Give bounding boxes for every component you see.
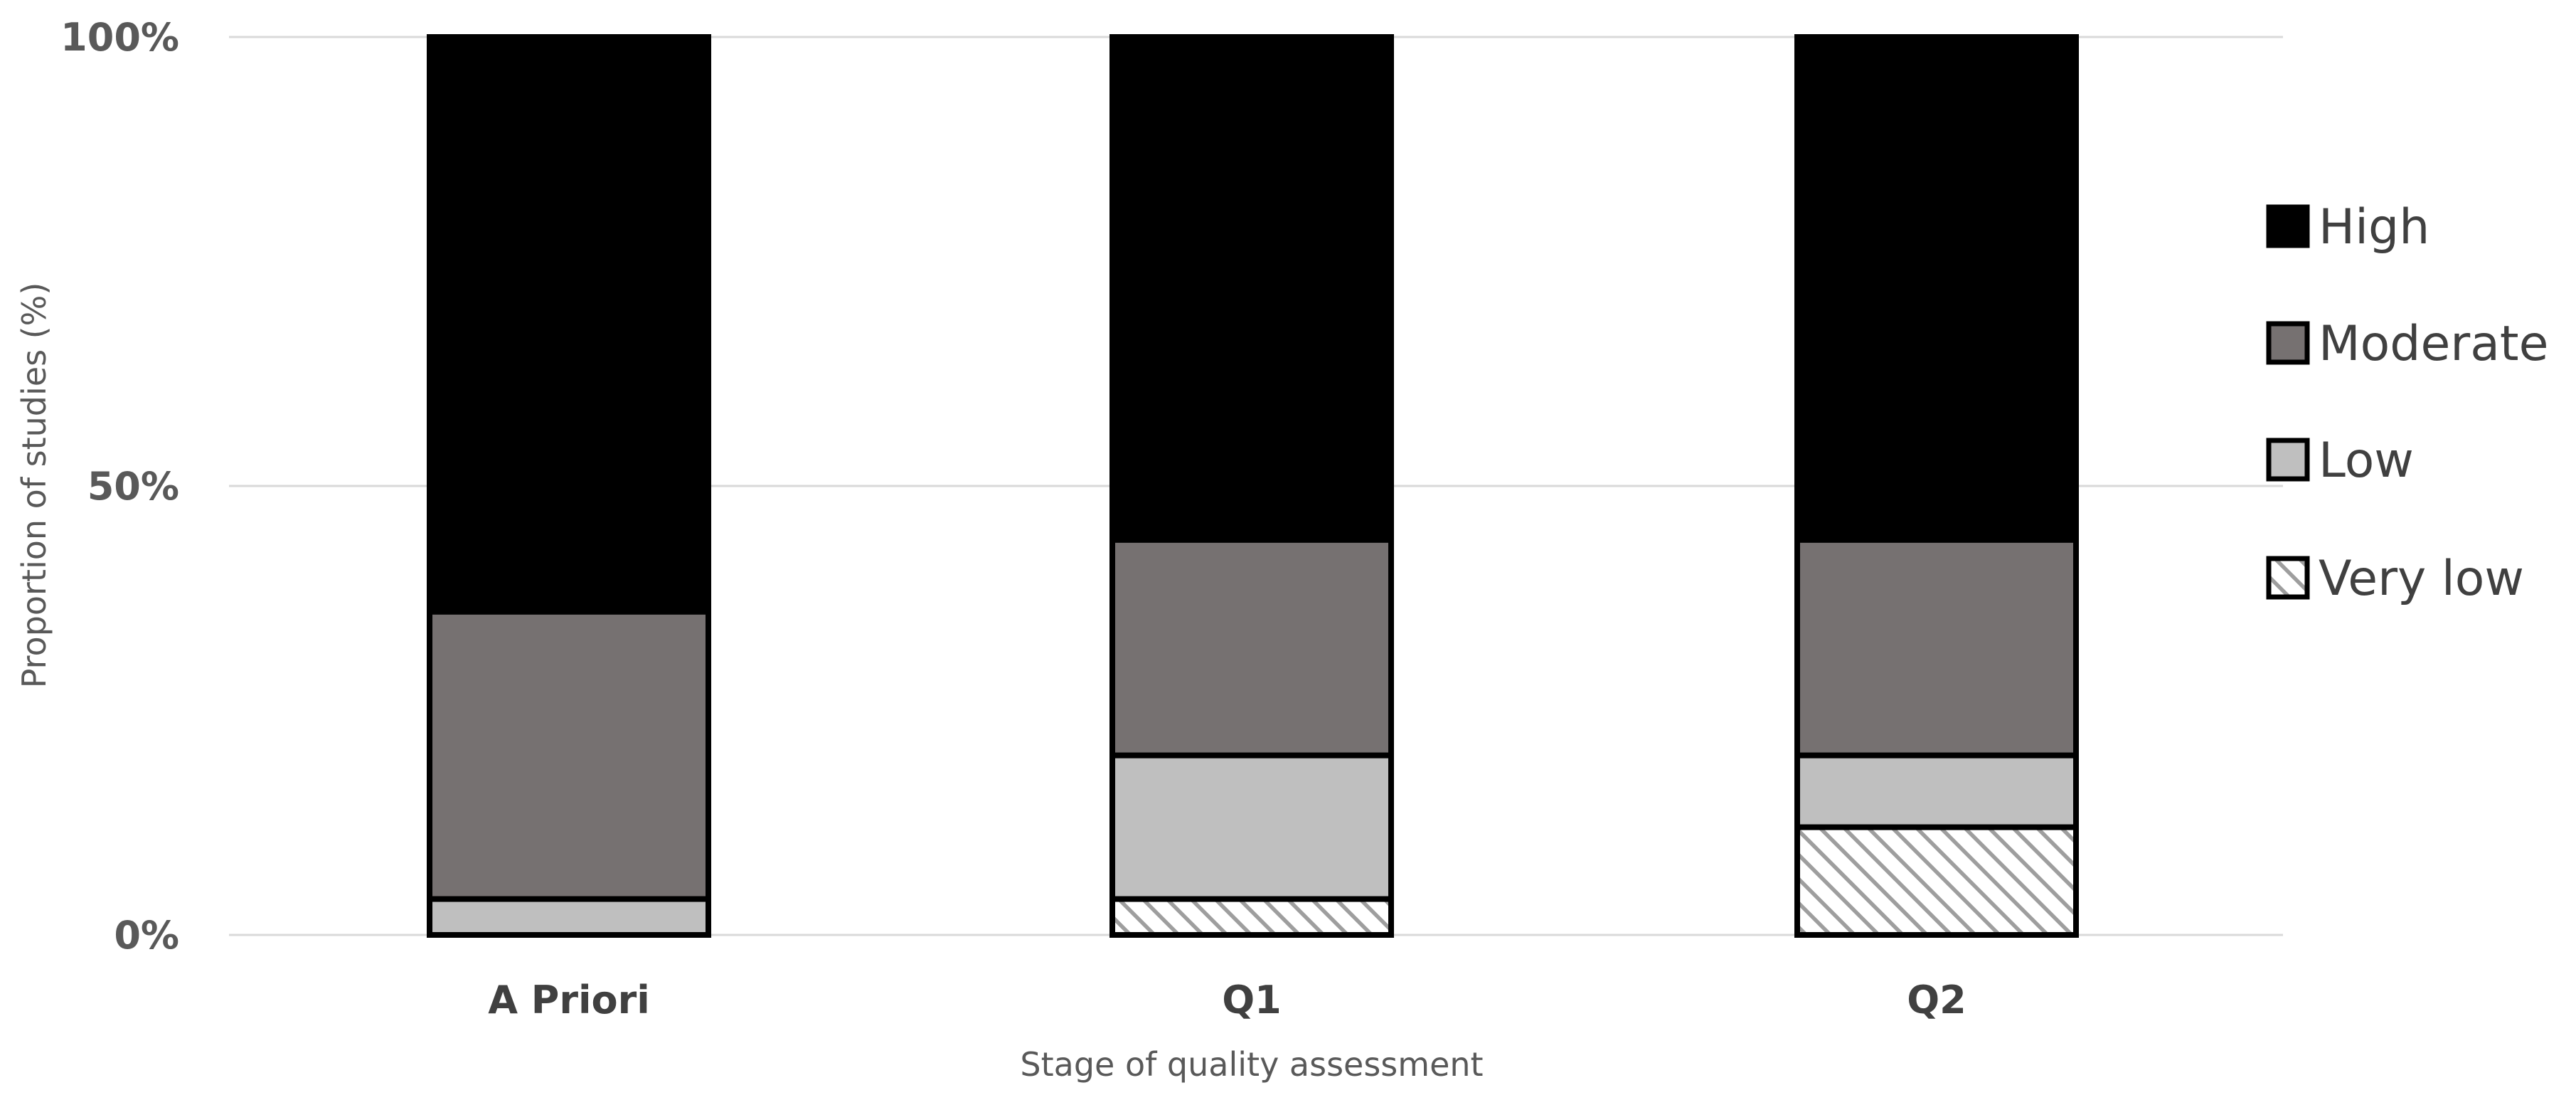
bar-segment-very-low <box>1109 896 1394 938</box>
y-tick-label: 0% <box>114 913 179 958</box>
x-tick-label: Q2 <box>1907 978 1966 1022</box>
y-axis-ticks: 0% 50% 100% <box>60 15 179 958</box>
bar-segment-high <box>1109 34 1394 543</box>
x-tick-label: A Priori <box>488 978 650 1022</box>
legend-label-very-low: Very low <box>2319 551 2524 607</box>
legend-swatch-moderate <box>2266 321 2310 365</box>
bar-segment-high <box>1794 34 2079 543</box>
legend-label-low: Low <box>2319 433 2414 489</box>
bar-segment-low <box>1794 752 2079 830</box>
x-axis-categories: A Priori Q1 Q2 <box>488 978 1966 1022</box>
x-tick-label: Q1 <box>1222 978 1281 1022</box>
bar-segment-moderate <box>1794 536 2079 758</box>
bar-segment-low <box>427 896 711 938</box>
legend-label-high: High <box>2319 199 2429 255</box>
legend-label-moderate: Moderate <box>2319 316 2548 372</box>
bar-segment-high <box>427 34 711 615</box>
bars <box>427 34 2079 938</box>
bar-segment-moderate <box>427 608 711 902</box>
bar-segment-very-low <box>1794 824 2079 938</box>
legend-swatch-low <box>2266 438 2310 482</box>
legend-swatch-very-low <box>2266 556 2310 600</box>
y-tick-label: 50% <box>87 464 179 509</box>
y-tick-label: 100% <box>60 15 179 60</box>
bar-segment-moderate <box>1109 536 1394 758</box>
legend: High Moderate Low Very low <box>2266 199 2548 607</box>
y-axis-title: Proportion of studies (%) <box>15 282 53 689</box>
bar-segment-low <box>1109 752 1394 902</box>
legend-swatch-high <box>2266 204 2310 248</box>
x-axis-title: Stage of quality assessment <box>1020 1045 1483 1084</box>
